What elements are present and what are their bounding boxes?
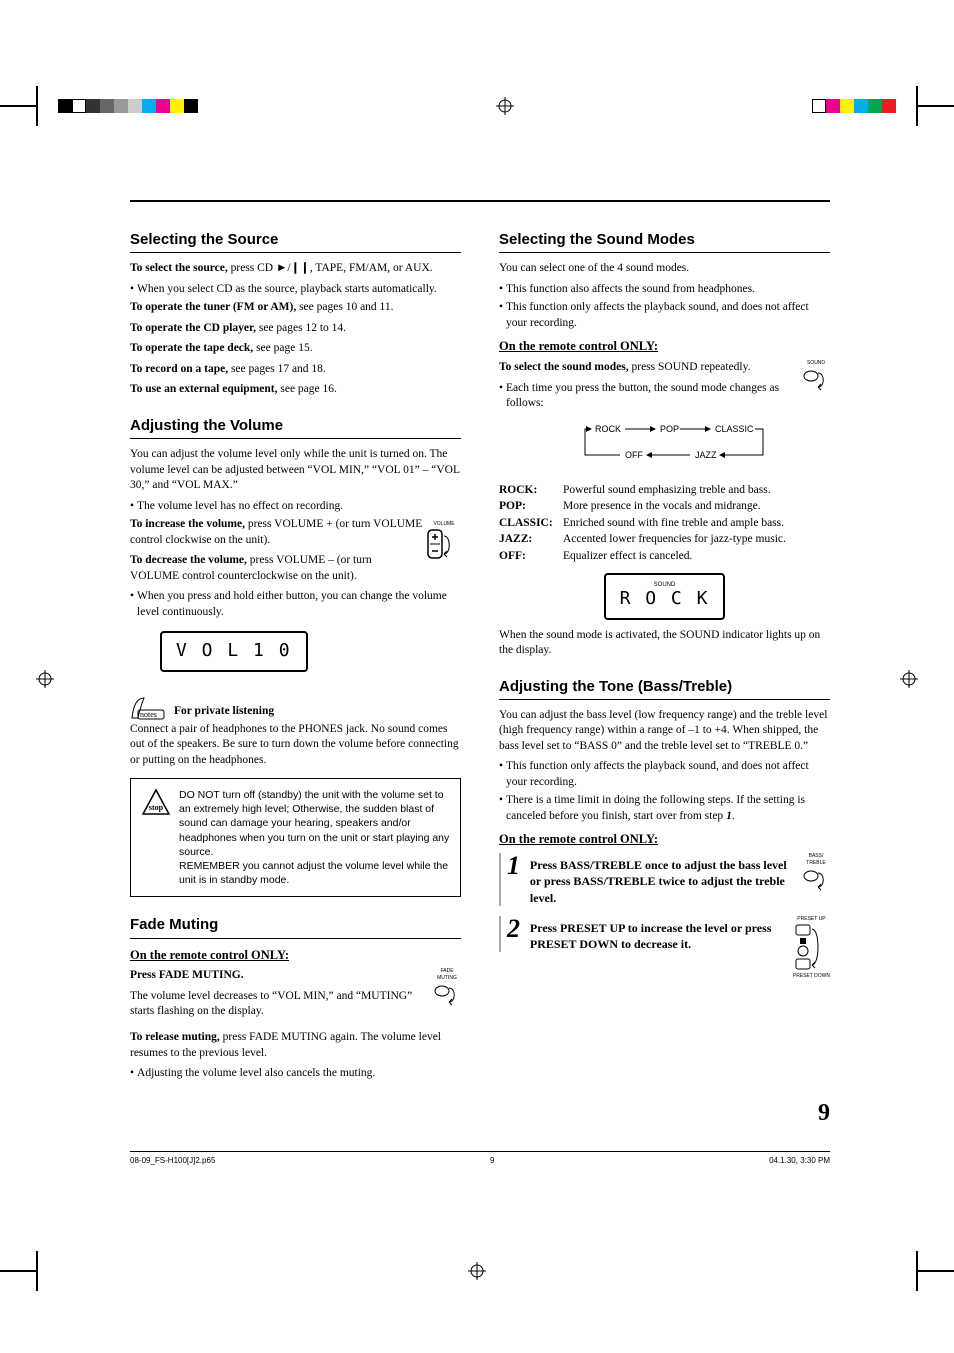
cmyk-swatches-right: [812, 99, 896, 113]
svg-text:POP: POP: [660, 424, 679, 434]
notes-icon: notes For private listening: [130, 694, 461, 720]
heading-tone: Adjusting the Tone (Bass/Treble): [499, 677, 830, 700]
mode-table: ROCK:Powerful sound emphasizing treble a…: [499, 483, 830, 565]
notes-body: Connect a pair of headphones to the PHON…: [130, 722, 461, 769]
svg-text:ROCK: ROCK: [595, 424, 621, 434]
bullet: Each time you press the button, the soun…: [499, 381, 798, 412]
crosshair-icon: [900, 670, 918, 688]
step-number: 2: [507, 916, 527, 942]
step-1: BASS/ TREBLE 1 Press BASS/TREBLE once to…: [499, 853, 830, 906]
sound-button-icon: SOUND: [802, 360, 830, 391]
heading-sound-modes: Selecting the Sound Modes: [499, 230, 830, 253]
svg-text:stop: stop: [149, 803, 164, 812]
crop-corner-tl: [0, 86, 198, 126]
cmyk-swatches-left: [58, 99, 198, 113]
crosshair-icon: [36, 670, 54, 688]
bullet: This function only affects the playback …: [499, 300, 830, 331]
vol-dec: To decrease the volume, press VOLUME – (…: [130, 553, 461, 584]
subheading-remote-only: On the remote control ONLY:: [499, 338, 830, 355]
svg-text:CLASSIC: CLASSIC: [715, 424, 754, 434]
warning-line: REMEMBER you cannot adjust the volume le…: [179, 859, 450, 887]
page-content: Selecting the Source To select the sourc…: [130, 200, 830, 1085]
source-select-line: To select the source, press CD ►/❙❙, TAP…: [130, 261, 461, 277]
sm-after: When the sound mode is activated, the SO…: [499, 628, 830, 659]
top-rule: [130, 200, 830, 202]
vol-desc: You can adjust the volume level only whi…: [130, 447, 461, 494]
page-number: 9: [818, 1100, 830, 1127]
volume-button-icon: VOLUME: [427, 521, 461, 562]
footer-file: 08-09_FS-H100[J]2.p65: [130, 1156, 215, 1165]
heading-selecting-source: Selecting the Source: [130, 230, 461, 253]
heading-adjusting-volume: Adjusting the Volume: [130, 416, 461, 439]
stop-icon: stop: [141, 788, 171, 818]
subheading-remote-only: On the remote control ONLY:: [130, 947, 461, 964]
sm-select: To select the sound modes, press SOUND r…: [499, 360, 830, 376]
bullet: Adjusting the volume level also cancels …: [130, 1066, 461, 1082]
footer-page: 9: [490, 1156, 494, 1165]
warning-line: DO NOT turn off (standby) the unit with …: [179, 788, 450, 859]
lcd-sound: SOUND R O C K: [604, 573, 726, 619]
step-2: PRESET UP PRESET DOWN 2 Press PRESET UP …: [499, 916, 830, 952]
bullet: There is a time limit in doing the follo…: [499, 793, 830, 824]
svg-text:OFF: OFF: [625, 450, 643, 460]
tone-desc: You can adjust the bass level (low frequ…: [499, 708, 830, 755]
preset-buttons-icon: PRESET UP PRESET DOWN: [793, 916, 830, 980]
ref-line: To operate the tape deck, see page 15.: [130, 341, 461, 357]
registration-bottom: [0, 1251, 954, 1291]
left-column: Selecting the Source To select the sourc…: [130, 230, 461, 1085]
bullet: This function only affects the playback …: [499, 759, 830, 790]
crosshair-icon: [496, 97, 514, 115]
ref-line: To use an external equipment, see page 1…: [130, 382, 461, 398]
ref-line: To record on a tape, see pages 17 and 18…: [130, 362, 461, 378]
fade-muting-button-icon: FADE MUTING: [433, 968, 461, 1006]
bass-treble-button-icon: BASS/ TREBLE: [802, 853, 830, 891]
footer-datetime: 04.1.30, 3:30 PM: [769, 1156, 830, 1165]
bullet: The volume level has no effect on record…: [130, 499, 461, 515]
sm-desc: You can select one of the 4 sound modes.: [499, 261, 830, 277]
lcd-vol: V O L 1 0: [160, 631, 308, 671]
bullet: When you press and hold either button, y…: [130, 589, 461, 620]
crosshair-icon: [468, 1262, 486, 1280]
ref-line: To operate the tuner (FM or AM), see pag…: [130, 300, 461, 316]
fade-release: To release muting, press FADE MUTING aga…: [130, 1030, 461, 1061]
crop-corner-tr: [812, 86, 954, 126]
step-number: 1: [507, 853, 527, 879]
bullet: This function also affects the sound fro…: [499, 282, 830, 298]
mode-flow-diagram: ROCK POP CLASSIC JAZZ OFF: [499, 418, 830, 473]
svg-text:JAZZ: JAZZ: [695, 450, 717, 460]
step-text: Press BASS/TREBLE once to adjust the bas…: [530, 853, 790, 906]
step-text: Press PRESET UP to increase the level or…: [530, 916, 790, 952]
fade-desc: The volume level decreases to “VOL MIN,”…: [130, 989, 461, 1020]
notes-heading: For private listening: [174, 704, 274, 720]
ref-line: To operate the CD player, see pages 12 t…: [130, 321, 461, 337]
bullet: When you select CD as the source, playba…: [130, 282, 461, 298]
subheading-remote-only: On the remote control ONLY:: [499, 831, 830, 848]
fade-press: Press FADE MUTING.: [130, 968, 461, 984]
right-column: Selecting the Sound Modes You can select…: [499, 230, 830, 1085]
footer: 08-09_FS-H100[J]2.p65 9 04.1.30, 3:30 PM: [130, 1151, 830, 1165]
registration-top: [0, 86, 954, 126]
warning-box: stop DO NOT turn off (standby) the unit …: [130, 778, 461, 897]
svg-text:notes: notes: [140, 710, 157, 719]
heading-fade-muting: Fade Muting: [130, 915, 461, 938]
vol-inc: To increase the volume, press VOLUME + (…: [130, 517, 461, 548]
